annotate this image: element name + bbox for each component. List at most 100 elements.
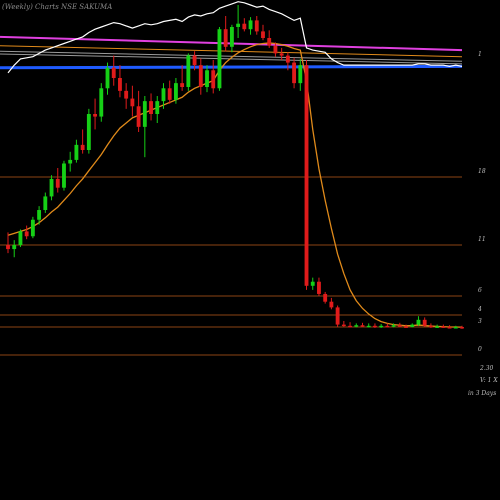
candle-body xyxy=(323,293,328,302)
candle-body xyxy=(124,90,129,99)
y-tick-label: 18 xyxy=(478,168,486,175)
candle xyxy=(155,96,160,123)
candle-body xyxy=(12,245,17,250)
candle xyxy=(304,60,309,290)
price-line xyxy=(7,1,463,74)
candle xyxy=(173,78,178,104)
candles xyxy=(6,5,464,329)
candle xyxy=(74,139,79,163)
candle-body xyxy=(267,38,272,46)
candle xyxy=(391,323,396,328)
candle-body xyxy=(223,29,228,47)
candle xyxy=(149,93,153,121)
candle xyxy=(142,96,147,158)
candle-body xyxy=(18,231,23,245)
y-tick-label: 11 xyxy=(478,236,486,243)
candle xyxy=(435,324,440,328)
candle-body xyxy=(186,55,191,87)
candle-body xyxy=(279,53,284,56)
candle xyxy=(80,129,85,154)
ma-line-1 xyxy=(0,45,463,58)
candle-body xyxy=(341,324,346,327)
candle-body xyxy=(192,55,197,66)
candle xyxy=(397,322,402,327)
candle xyxy=(348,322,352,328)
candle xyxy=(292,57,297,89)
candle-body xyxy=(68,159,73,164)
candle xyxy=(354,323,359,328)
footer-line-2: V: 1 X xyxy=(480,377,498,384)
candle-body xyxy=(236,23,241,27)
candle-body xyxy=(435,326,440,328)
candle-body xyxy=(298,65,303,84)
candle xyxy=(298,58,303,91)
candle-body xyxy=(93,114,97,117)
candle-body xyxy=(373,325,377,328)
candle-body xyxy=(180,83,185,87)
candle-body xyxy=(285,55,290,63)
candle xyxy=(279,47,284,60)
candle xyxy=(130,85,135,117)
y-axis-ticks: 1 18 11 6 4 3 0 xyxy=(477,51,486,353)
chart-title: (Weekly) Charts NSE SAKUMA xyxy=(2,3,112,11)
candle-body xyxy=(118,78,122,91)
candle xyxy=(49,175,54,201)
candle xyxy=(99,83,104,122)
candle-body xyxy=(211,70,216,89)
candle-body xyxy=(99,88,104,117)
candle xyxy=(186,53,191,91)
candle xyxy=(211,60,216,94)
candle xyxy=(68,151,73,172)
candle-body xyxy=(62,163,66,188)
candle xyxy=(310,277,315,290)
candle xyxy=(410,323,415,328)
candle-body xyxy=(55,178,60,188)
candle xyxy=(404,324,408,328)
candle-body xyxy=(292,62,297,84)
candle-body xyxy=(410,324,415,327)
short-ma-line xyxy=(7,42,463,328)
candle xyxy=(86,108,91,154)
candle-body xyxy=(43,196,48,211)
candle-body xyxy=(161,88,166,102)
candle xyxy=(217,27,222,91)
candle xyxy=(360,322,365,327)
candle-body xyxy=(366,325,371,328)
ma-line-3 xyxy=(0,53,463,65)
candle xyxy=(447,325,452,329)
candle-body xyxy=(136,106,141,127)
candle xyxy=(136,90,141,132)
candle xyxy=(105,62,110,95)
candle-body xyxy=(261,31,265,38)
candle xyxy=(323,291,328,304)
candle-body xyxy=(428,325,433,328)
candle xyxy=(205,65,209,93)
ma-line-4 xyxy=(0,64,463,70)
candle-body xyxy=(142,101,147,127)
candle-body xyxy=(242,23,247,30)
y-tick-label: 4 xyxy=(477,306,482,313)
candle-body xyxy=(360,325,365,327)
candle-body xyxy=(416,319,421,325)
candle-body xyxy=(198,65,203,87)
candle-body xyxy=(173,83,178,100)
candle-body xyxy=(111,67,116,78)
candle-body xyxy=(422,319,427,326)
candle xyxy=(6,232,10,254)
candle-body xyxy=(404,326,408,328)
candle-body xyxy=(30,219,35,237)
candle-body xyxy=(391,325,396,327)
candle xyxy=(267,30,272,48)
candle-body xyxy=(317,281,321,294)
candle xyxy=(460,325,464,329)
candle xyxy=(248,17,253,35)
candle xyxy=(24,225,29,240)
candle-body xyxy=(310,281,315,286)
candle xyxy=(385,323,390,328)
candle xyxy=(93,98,97,130)
candle xyxy=(329,297,334,310)
horizontal-level-lines xyxy=(0,176,462,356)
candle-body xyxy=(304,65,309,286)
candle-body xyxy=(80,144,85,150)
candle xyxy=(62,160,66,191)
